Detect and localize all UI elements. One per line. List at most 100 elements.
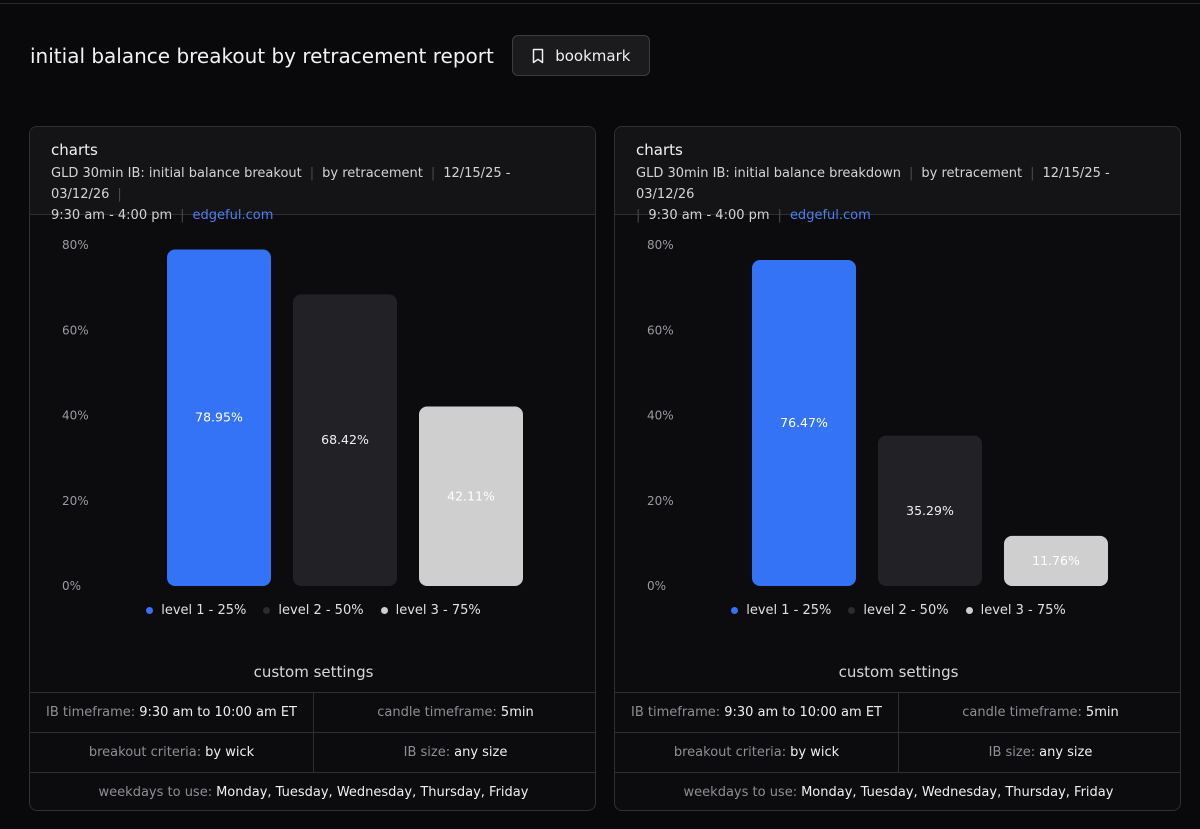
setting-value: Monday, Tuesday, Wednesday, Thursday, Fr… bbox=[801, 785, 1114, 800]
legend-label: level 2 - 50% bbox=[863, 603, 949, 618]
settings-row: breakout criteria: by wick IB size: any … bbox=[30, 733, 595, 773]
meta-instrument: GLD 30min IB: initial balance breakout bbox=[51, 166, 302, 181]
setting-breakout-criteria: breakout criteria: by wick bbox=[615, 733, 898, 772]
bar-data-label: 78.95% bbox=[195, 410, 243, 425]
legend-label: level 1 - 25% bbox=[161, 603, 247, 618]
setting-label: weekdays to use: bbox=[98, 785, 213, 800]
meta-session: 9:30 am - 4:00 pm bbox=[51, 208, 173, 223]
meta-date-range: 12/15/25 - 03/12/26 bbox=[51, 166, 511, 202]
bar-data-label: 68.42% bbox=[321, 432, 369, 447]
legend-label: level 3 - 75% bbox=[980, 603, 1066, 618]
card-title: charts bbox=[51, 141, 98, 159]
meta-mode: by retracement bbox=[322, 166, 423, 181]
settings-row: IB timeframe: 9:30 am to 10:00 am ET can… bbox=[30, 693, 595, 733]
legend-item-level-3[interactable]: level 3 - 75% bbox=[965, 603, 1066, 618]
bar-chart: 0% 20% 40% 60% 80% 76.47% 35.29% 11.76% bbox=[615, 215, 1180, 655]
legend-item-level-1[interactable]: level 1 - 25% bbox=[146, 603, 246, 618]
card-header: charts GLD 30min IB: initial balance bre… bbox=[615, 127, 1180, 223]
y-tick-label: 60% bbox=[62, 323, 89, 337]
setting-ib-timeframe: IB timeframe: 9:30 am to 10:00 am ET bbox=[30, 693, 313, 732]
bar-chart-svg: 0% 20% 40% 60% 80% 78.95% 68.42% 42.11% bbox=[62, 238, 523, 593]
setting-breakout-criteria: breakout criteria: by wick bbox=[30, 733, 313, 772]
bar-chart: 0% 20% 40% 60% 80% 78.95% 68.42% 42.11% bbox=[30, 215, 595, 655]
bar-level-3[interactable] bbox=[419, 406, 523, 586]
setting-label: candle timeframe: bbox=[377, 705, 497, 720]
settings-row: weekdays to use: Monday, Tuesday, Wednes… bbox=[30, 773, 595, 810]
settings-row: breakout criteria: by wick IB size: any … bbox=[615, 733, 1180, 773]
legend-item-level-3[interactable]: level 3 - 75% bbox=[380, 603, 481, 618]
y-tick-label: 0% bbox=[62, 579, 81, 593]
setting-value: any size bbox=[1039, 745, 1093, 760]
bookmark-icon bbox=[532, 48, 544, 63]
custom-settings-table: IB timeframe: 9:30 am to 10:00 am ET can… bbox=[615, 692, 1180, 810]
y-tick-label: 80% bbox=[62, 238, 89, 252]
setting-value: 9:30 am to 10:00 am ET bbox=[724, 705, 882, 720]
card-meta: GLD 30min IB: initial balance breakdown |… bbox=[636, 166, 1110, 223]
legend-label: level 1 - 25% bbox=[746, 603, 832, 618]
bar-data-label: 11.76% bbox=[1032, 553, 1080, 568]
legend-swatch bbox=[263, 607, 271, 614]
settings-row: IB timeframe: 9:30 am to 10:00 am ET can… bbox=[615, 693, 1180, 733]
setting-label: weekdays to use: bbox=[683, 785, 798, 800]
legend-item-level-2[interactable]: level 2 - 50% bbox=[263, 603, 364, 618]
setting-value: by wick bbox=[205, 745, 255, 760]
chart-card-breakdown: charts GLD 30min IB: initial balance bre… bbox=[614, 126, 1181, 811]
setting-value: any size bbox=[454, 745, 508, 760]
setting-label: IB size: bbox=[403, 745, 451, 760]
page-title: initial balance breakout by retracement … bbox=[30, 43, 494, 68]
setting-label: breakout criteria: bbox=[673, 745, 787, 760]
custom-settings-title: custom settings bbox=[838, 663, 959, 681]
meta-session: 9:30 am - 4:00 pm bbox=[648, 208, 770, 223]
setting-value: 5min bbox=[500, 705, 534, 720]
setting-label: IB timeframe: bbox=[46, 705, 136, 720]
y-tick-label: 40% bbox=[647, 409, 674, 423]
meta-instrument: GLD 30min IB: initial balance breakdown bbox=[636, 166, 901, 181]
bookmark-button[interactable]: bookmark bbox=[511, 35, 650, 76]
card-title: charts bbox=[636, 141, 683, 159]
setting-label: IB timeframe: bbox=[631, 705, 721, 720]
meta-date-range: 12/15/25 - 03/12/26 bbox=[636, 166, 1110, 202]
y-tick-label: 80% bbox=[647, 238, 674, 252]
bar-data-label: 76.47% bbox=[780, 415, 828, 430]
setting-value: 9:30 am to 10:00 am ET bbox=[139, 705, 297, 720]
custom-settings-table: IB timeframe: 9:30 am to 10:00 am ET can… bbox=[30, 692, 595, 810]
setting-candle-timeframe: candle timeframe: 5min bbox=[898, 693, 1180, 732]
setting-candle-timeframe: candle timeframe: 5min bbox=[313, 693, 595, 732]
legend-swatch bbox=[146, 607, 154, 614]
legend-swatch bbox=[965, 607, 973, 614]
setting-value: 5min bbox=[1085, 705, 1119, 720]
legend-label: level 3 - 75% bbox=[395, 603, 481, 618]
legend-item-level-2[interactable]: level 2 - 50% bbox=[848, 603, 949, 618]
legend-item-level-1[interactable]: level 1 - 25% bbox=[731, 603, 831, 618]
bar-level-2[interactable] bbox=[293, 294, 397, 586]
bar-chart-svg: 0% 20% 40% 60% 80% 76.47% 35.29% 11.76% bbox=[647, 238, 1108, 593]
setting-ib-size: IB size: any size bbox=[898, 733, 1180, 772]
setting-ib-size: IB size: any size bbox=[313, 733, 595, 772]
setting-weekdays: weekdays to use: Monday, Tuesday, Wednes… bbox=[30, 773, 595, 810]
y-tick-label: 20% bbox=[62, 494, 89, 508]
settings-row: weekdays to use: Monday, Tuesday, Wednes… bbox=[615, 773, 1180, 810]
top-divider bbox=[0, 3, 1200, 4]
meta-site-link[interactable]: edgeful.com bbox=[789, 208, 871, 223]
bar-level-3[interactable] bbox=[1004, 535, 1108, 586]
legend-swatch bbox=[848, 607, 856, 614]
meta-mode: by retracement bbox=[921, 166, 1023, 181]
bar-level-1[interactable] bbox=[752, 260, 856, 586]
legend-swatch bbox=[731, 607, 739, 614]
meta-site-link[interactable]: edgeful.com bbox=[192, 208, 274, 223]
setting-label: IB size: bbox=[988, 745, 1036, 760]
legend-swatch bbox=[380, 607, 388, 614]
bar-level-2[interactable] bbox=[878, 435, 982, 586]
setting-weekdays: weekdays to use: Monday, Tuesday, Wednes… bbox=[615, 773, 1180, 810]
bar-data-label: 42.11% bbox=[447, 488, 495, 503]
bookmark-label: bookmark bbox=[555, 46, 631, 65]
custom-settings-title: custom settings bbox=[253, 663, 374, 681]
bar-level-1[interactable] bbox=[167, 249, 271, 586]
legend-label: level 2 - 50% bbox=[278, 603, 364, 618]
setting-label: candle timeframe: bbox=[962, 705, 1082, 720]
page-header: initial balance breakout by retracement … bbox=[30, 34, 650, 77]
bar-data-label: 35.29% bbox=[906, 503, 954, 518]
setting-value: Monday, Tuesday, Wednesday, Thursday, Fr… bbox=[216, 785, 529, 800]
card-header: charts GLD 30min IB: initial balance bre… bbox=[30, 127, 595, 223]
y-tick-label: 20% bbox=[647, 494, 674, 508]
